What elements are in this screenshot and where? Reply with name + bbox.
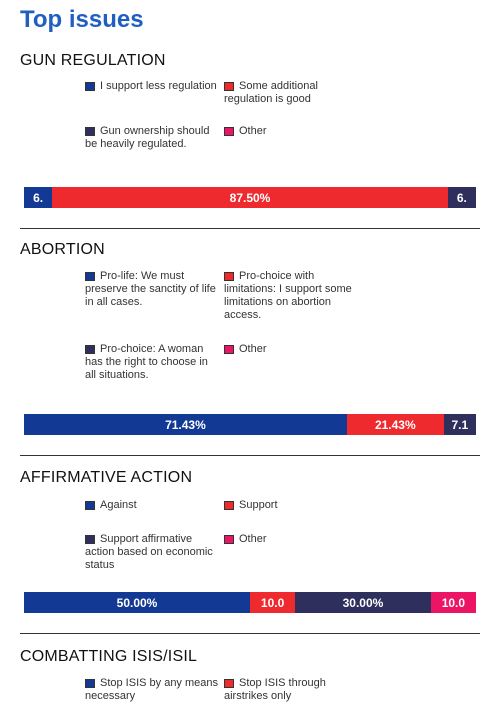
section-title: GUN REGULATION <box>20 52 166 69</box>
legend-label: Support <box>239 499 278 511</box>
legend-swatch <box>85 501 95 510</box>
legend-item: Some additional regulation is good <box>224 80 359 106</box>
legend-label: Gun ownership should be heavily regulate… <box>85 125 210 150</box>
legend-swatch <box>224 127 234 136</box>
legend-swatch <box>85 82 95 91</box>
legend-label: Other <box>239 343 267 355</box>
legend-item: Stop ISIS by any means necessary <box>85 677 220 703</box>
legend-label: Pro-choice: A woman has the right to cho… <box>85 343 208 381</box>
legend-item: Support affirmative action based on econ… <box>85 533 220 572</box>
bar-segment: 30.00% <box>295 592 431 613</box>
legend-label: Other <box>239 125 267 137</box>
legend-swatch <box>85 127 95 136</box>
legend-item: Other <box>224 343 359 356</box>
bar-segment: 21.43% <box>346 414 444 435</box>
legend-label: Other <box>239 533 267 545</box>
bar-segment: 87.50% <box>52 187 448 208</box>
bar-segment: 71.43% <box>24 414 347 435</box>
legend-item: I support less regulation <box>85 80 220 93</box>
legend-label: Stop ISIS by any means necessary <box>85 677 219 702</box>
bar-segment: 50.00% <box>24 592 250 613</box>
section-divider <box>20 633 480 634</box>
section-title: ABORTION <box>20 241 105 258</box>
bar-segment: 7.1 <box>443 414 476 435</box>
legend-item: Gun ownership should be heavily regulate… <box>85 125 220 151</box>
legend-item: Stop ISIS through airstrikes only <box>224 677 359 703</box>
legend-swatch <box>224 272 234 281</box>
legend-item: Pro-choice: A woman has the right to cho… <box>85 343 220 382</box>
legend-swatch <box>224 501 234 510</box>
legend-swatch <box>224 679 234 688</box>
legend-item: Against <box>85 499 220 512</box>
legend-swatch <box>224 535 234 544</box>
legend-swatch <box>85 272 95 281</box>
legend-swatch <box>85 535 95 544</box>
page-title: Top issues <box>20 6 144 33</box>
legend-label: Pro-life: We must preserve the sanctity … <box>85 270 216 308</box>
section-divider <box>20 455 480 456</box>
legend-swatch <box>224 82 234 91</box>
bar-segment: 6. <box>24 187 53 208</box>
legend-swatch <box>224 345 234 354</box>
legend-label: Stop ISIS through airstrikes only <box>224 677 326 702</box>
legend-item: Support <box>224 499 359 512</box>
legend-item: Other <box>224 533 359 546</box>
stacked-bar: 50.00% 10.0 30.00% 10.0 <box>24 592 476 613</box>
legend-swatch <box>85 679 95 688</box>
legend-label: Some additional regulation is good <box>224 80 318 105</box>
stacked-bar: 71.43% 21.43% 7.1 <box>24 414 476 435</box>
legend-label: Pro-choice with limitations: I support s… <box>224 270 352 321</box>
legend-item: Other <box>224 125 359 138</box>
legend-label: Against <box>100 499 137 511</box>
bar-segment: 10.0 <box>250 592 296 613</box>
legend-item: Pro-choice with limitations: I support s… <box>224 270 359 322</box>
legend-label: I support less regulation <box>100 80 217 92</box>
section-divider <box>20 228 480 229</box>
legend-item: Pro-life: We must preserve the sanctity … <box>85 270 220 309</box>
legend-swatch <box>85 345 95 354</box>
section-title: AFFIRMATIVE ACTION <box>20 469 193 486</box>
stacked-bar: 6. 87.50% 6. <box>24 187 476 208</box>
bar-segment: 10.0 <box>430 592 476 613</box>
bar-segment: 6. <box>447 187 476 208</box>
section-title: COMBATTING ISIS/ISIL <box>20 648 198 665</box>
legend-label: Support affirmative action based on econ… <box>85 533 213 571</box>
